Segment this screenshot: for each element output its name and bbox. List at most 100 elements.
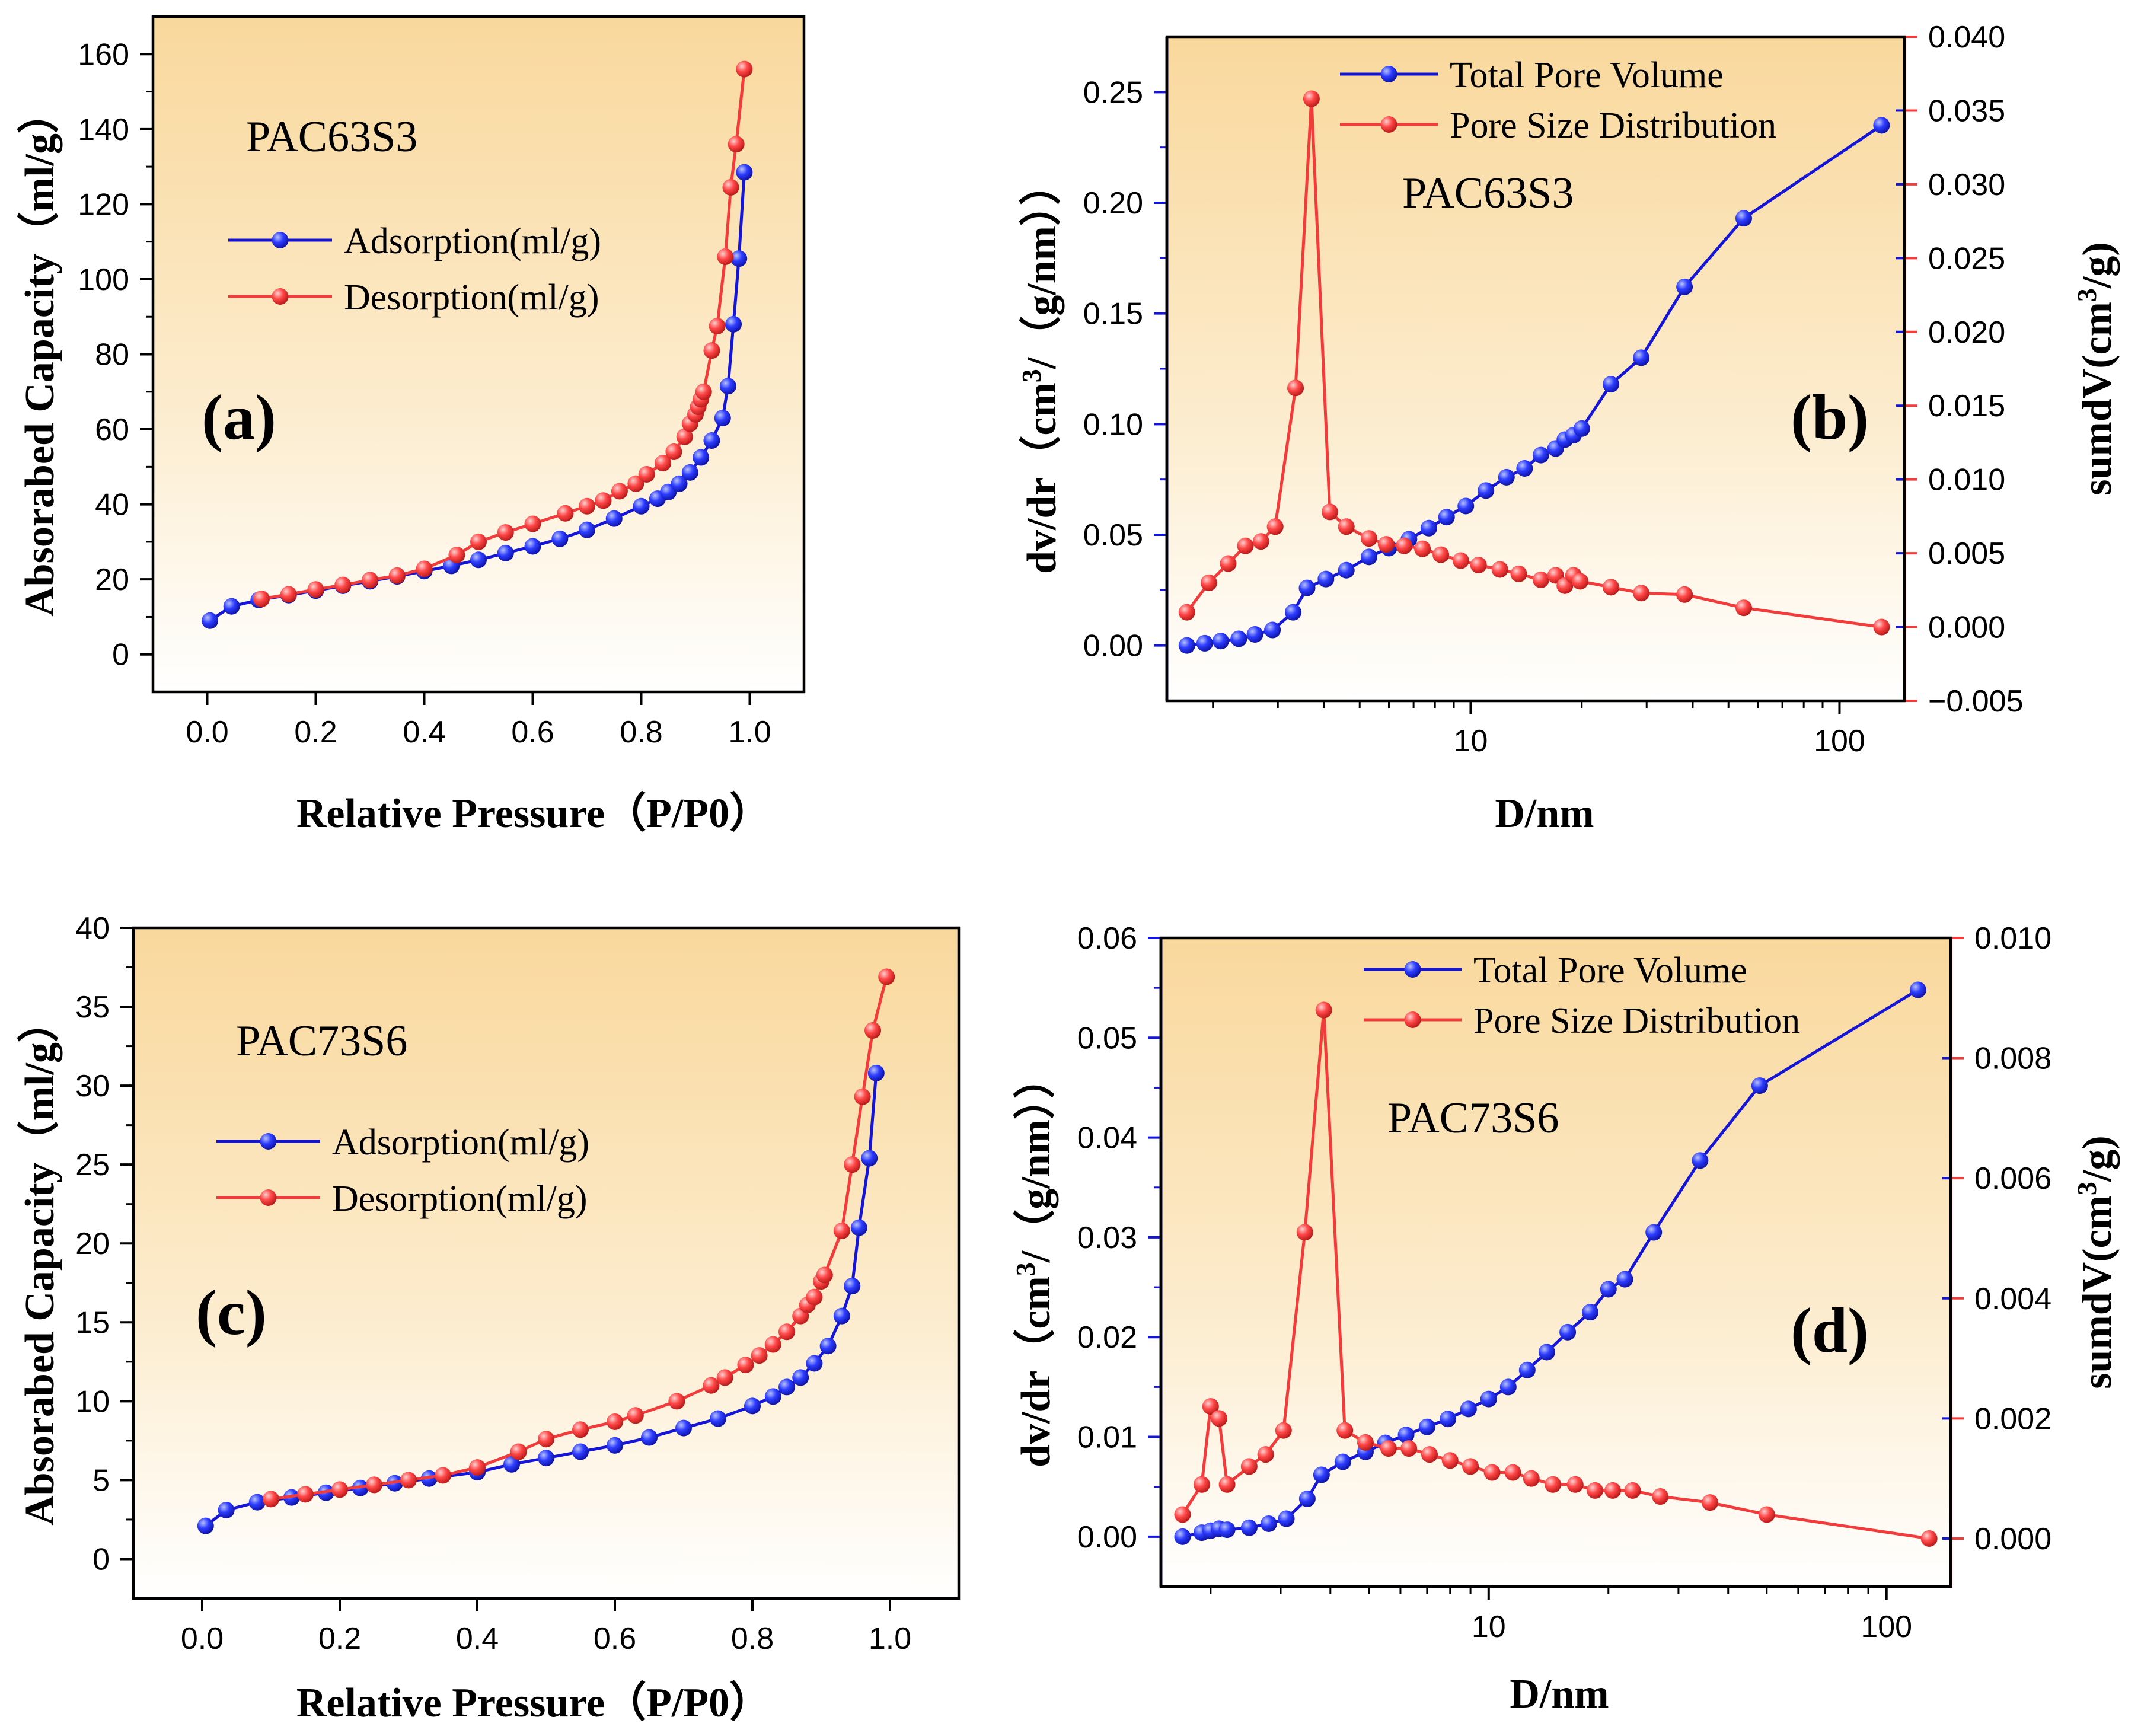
legend-label: Desorption(ml/g) — [332, 1179, 588, 1219]
data-point — [633, 497, 650, 515]
data-point — [1452, 552, 1469, 569]
legend-marker — [1380, 116, 1397, 133]
x-tick-label: 0.0 — [186, 715, 228, 749]
data-point — [681, 464, 698, 481]
data-point — [1676, 278, 1693, 295]
data-point — [725, 315, 742, 333]
data-point — [665, 443, 682, 461]
legend-marker — [260, 1189, 277, 1206]
data-point — [1545, 1476, 1562, 1493]
data-point — [524, 515, 541, 532]
x-tick-label: 0.2 — [294, 715, 337, 749]
data-point — [1441, 1452, 1459, 1469]
y-tick-label: 0.00 — [1077, 1520, 1137, 1555]
data-point — [1538, 1344, 1555, 1361]
y-tick-label: 10 — [75, 1384, 110, 1419]
x-tick-label: 10 — [1454, 724, 1488, 758]
title-superscript: 3 — [2072, 1182, 2102, 1195]
right-y-axis-title: sumdV(cm3/g) — [2072, 242, 2121, 495]
x-axis-title: Relative Pressure（P/P0） — [296, 1680, 771, 1726]
panel-d-pore-distribution: 0.00 0.01 0.02 0.03 0.04 0.05 0.06 0.000 0.002 0… — [1010, 921, 2121, 1717]
right-tick-label: 0.040 — [1928, 20, 2005, 55]
data-point — [280, 586, 297, 603]
data-point — [1438, 509, 1455, 526]
data-point — [1573, 420, 1590, 437]
y-tick-label: 30 — [75, 1069, 110, 1103]
data-point — [1246, 626, 1263, 643]
data-point — [579, 497, 595, 515]
data-point — [1600, 1281, 1617, 1298]
data-point — [1633, 585, 1650, 602]
data-point — [1462, 1458, 1479, 1475]
data-point — [1298, 1490, 1316, 1507]
data-point — [671, 475, 688, 492]
data-point — [1751, 1077, 1768, 1094]
legend-label: Pore Size Distribution — [1473, 1001, 1800, 1041]
data-point — [1193, 1476, 1210, 1493]
y-tick-label: 120 — [78, 187, 129, 222]
x-axis-title: D/nm — [1495, 791, 1594, 837]
right-tick-label: 0.030 — [1928, 168, 2005, 202]
data-point — [1420, 519, 1437, 537]
data-point — [722, 178, 739, 196]
right-y-axis-title: sumdV(cm3/g) — [2072, 1135, 2121, 1389]
data-point — [1400, 1440, 1418, 1457]
x-tick-label: 0.0 — [181, 1622, 224, 1656]
plot-frame — [1165, 35, 1906, 703]
series-red — [1178, 90, 1890, 636]
data-point — [1480, 1390, 1497, 1408]
data-point — [736, 164, 753, 181]
data-point — [641, 1429, 658, 1446]
data-point — [1260, 1515, 1277, 1532]
series-red — [1174, 1001, 1938, 1547]
y-tick-label: 5 — [92, 1463, 110, 1498]
data-point — [1303, 90, 1320, 107]
data-point — [253, 591, 270, 608]
data-point — [1510, 565, 1527, 582]
data-point — [709, 318, 726, 335]
data-point — [1252, 533, 1269, 550]
data-point — [503, 1456, 520, 1473]
data-point — [710, 1410, 726, 1427]
title-superscript: 3 — [1010, 1262, 1041, 1276]
data-point — [728, 136, 745, 153]
title-part: sumdV(cm — [2075, 1195, 2120, 1389]
y-tick-label: 0.05 — [1083, 518, 1143, 553]
data-point — [1633, 349, 1650, 366]
panel-a-isotherm: 0 20 40 60 80 100 120 140 160 0.0 0.2 0.4 0.6 0.8 1.0… — [17, 15, 806, 837]
sample-label: PAC63S3 — [1402, 169, 1574, 218]
right-tick-label: 0.010 — [1974, 921, 2051, 956]
data-point — [1518, 1361, 1536, 1378]
series-red — [253, 60, 753, 608]
data-point — [1237, 537, 1254, 554]
y-tick-label: 160 — [78, 37, 129, 72]
legend-marker — [272, 232, 289, 248]
sample-label: PAC73S6 — [236, 1017, 407, 1065]
data-point — [248, 1494, 266, 1511]
legend-label: Desorption(ml/g) — [344, 277, 599, 318]
data-point — [1692, 1152, 1709, 1169]
y-tick-label: 0.10 — [1083, 407, 1143, 442]
data-point — [854, 1088, 871, 1105]
sample-label: PAC63S3 — [246, 113, 417, 161]
data-point — [1491, 561, 1508, 578]
data-point — [1240, 1458, 1258, 1475]
title-part: /g) — [2075, 1135, 2120, 1182]
x-axis-title: Relative Pressure（P/P0） — [296, 790, 771, 837]
data-point — [764, 1336, 781, 1353]
data-point — [1266, 518, 1284, 535]
y-tick-label: 0.15 — [1083, 297, 1143, 331]
title-superscript: 3 — [2072, 288, 2102, 302]
data-point — [1174, 1506, 1191, 1523]
data-point — [676, 428, 693, 445]
data-point — [1218, 1521, 1236, 1539]
y-axis-title: Absorabed Capacity（ml/g） — [17, 1001, 63, 1526]
data-point — [703, 432, 720, 449]
plot-area — [133, 928, 959, 1598]
data-point — [861, 1150, 878, 1167]
data-point — [263, 1491, 279, 1508]
plot-area — [1167, 37, 1904, 701]
data-point — [607, 1413, 623, 1430]
legend: Adsorption(ml/g) Desorption(ml/g) — [216, 1122, 589, 1219]
